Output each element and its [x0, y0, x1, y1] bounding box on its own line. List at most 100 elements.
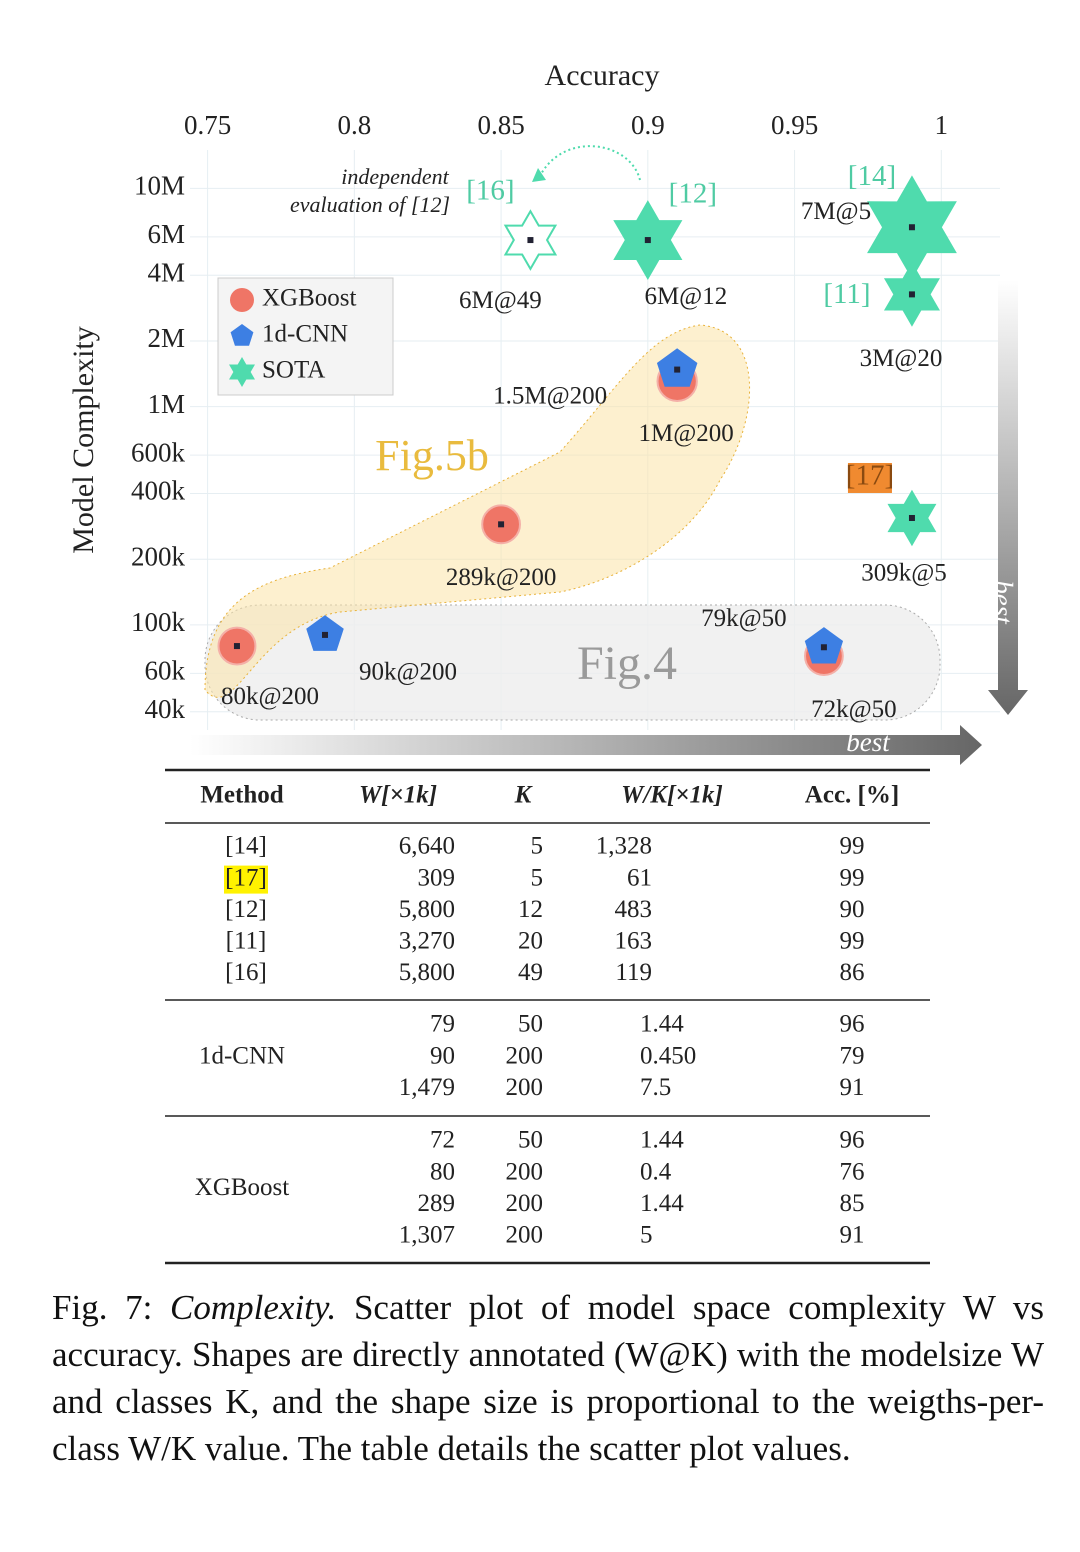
table-method: XGBoost — [195, 1174, 290, 1201]
annotation: best — [988, 580, 1018, 625]
caption-title: Complexity. — [170, 1288, 337, 1327]
fig5b-region — [204, 324, 750, 698]
table-cell: 72 — [430, 1127, 455, 1154]
point-label: 72k@50 — [811, 696, 897, 723]
point-label: 6M@49 — [459, 287, 542, 314]
annotation: independent — [341, 164, 449, 189]
x-tick-label: 1 — [935, 110, 949, 140]
table-cell: 200 — [506, 1222, 544, 1249]
table-header: W/K[×1k] — [621, 782, 723, 809]
table-cell: 0.4 — [640, 1158, 672, 1185]
table-header: Acc. [%] — [805, 782, 899, 809]
y-tick-label: 100k — [131, 607, 186, 637]
legend-label: XGBoost — [262, 285, 357, 312]
figure: Accuracy Model Complexity 0.75 0.8 0.85 0.9 0.… — [67, 59, 1028, 1265]
point-center — [820, 644, 827, 651]
ref-label: [16] — [466, 175, 514, 207]
ref-label: [14] — [848, 160, 896, 192]
table-cell: 1.44 — [640, 1190, 684, 1217]
best-arrow-v — [988, 280, 1028, 715]
annotation: evaluation of [12] — [290, 192, 450, 217]
x-tick-label: 0.95 — [771, 110, 818, 140]
table-method: [12] — [225, 896, 267, 923]
legend-marker — [229, 357, 255, 387]
table-cell: 20 — [518, 928, 543, 955]
legend-marker — [230, 288, 254, 312]
table-cell: 3,270 — [399, 928, 455, 955]
x-tick-label: 0.85 — [477, 110, 524, 140]
table-cell: 91 — [840, 1074, 865, 1101]
table-cell: 1,479 — [399, 1074, 455, 1101]
table-cell: 1.44 — [640, 1127, 684, 1154]
table-cell: 5,800 — [399, 959, 455, 986]
x-tick-label: 0.9 — [631, 110, 665, 140]
table-cell: 12 — [518, 896, 543, 923]
y-tick-label: 200k — [131, 541, 186, 571]
point-center — [908, 291, 915, 298]
table-cell: 99 — [840, 833, 865, 860]
table-cell: 1,307 — [399, 1222, 455, 1249]
table-cell: 50 — [518, 1011, 543, 1038]
ref-label: [12] — [669, 178, 717, 210]
y-tick-label: 4M — [147, 257, 185, 287]
point-label: 90k@200 — [359, 659, 457, 686]
table-cell: 5 — [531, 833, 544, 860]
table-method: [14] — [225, 833, 267, 860]
table-cell: 1,328 — [596, 833, 652, 860]
table-cell: 5 — [640, 1222, 653, 1249]
legend-marker — [230, 324, 254, 346]
point-label: 289k@200 — [446, 564, 557, 591]
point-center — [322, 631, 328, 638]
point-label: 80k@200 — [221, 683, 319, 710]
y-tick-label: 40k — [145, 694, 186, 724]
point-center — [527, 237, 534, 244]
caption-text: Scatter plot of model space complexity W… — [52, 1288, 1045, 1468]
table-cell: 200 — [506, 1190, 544, 1217]
table-cell: 7.5 — [640, 1074, 671, 1101]
table-cell: 5,800 — [399, 896, 455, 923]
y-tick-label: 60k — [145, 656, 186, 686]
y-tick-label: 400k — [131, 476, 186, 506]
y-tick-label: 6M — [147, 219, 185, 249]
ref-highlight — [847, 462, 892, 493]
annotation: best — [846, 727, 891, 757]
table-cell: 5 — [531, 864, 544, 891]
caption-label: Fig. 7: — [52, 1288, 153, 1327]
y-tick-label: 600k — [131, 437, 186, 467]
table-cell: 76 — [840, 1158, 865, 1185]
ref-label: [17] — [846, 460, 894, 492]
point-label: 3M@20 — [860, 345, 943, 372]
table-method: 1d-CNN — [199, 1042, 285, 1069]
table-method: [16] — [225, 959, 267, 986]
table-cell: 200 — [506, 1074, 544, 1101]
y-tick-label: 10M — [134, 171, 185, 201]
table-cell: 99 — [840, 928, 865, 955]
table-cell: 1.44 — [640, 1011, 684, 1038]
fig4-region — [204, 604, 941, 721]
table-method: [11] — [226, 928, 267, 955]
table-header: Method — [200, 782, 283, 809]
x-tick-label: 0.75 — [184, 110, 231, 140]
point-label: 6M@12 — [644, 283, 727, 310]
table-cell: 86 — [840, 959, 865, 986]
point-label: 1M@200 — [639, 420, 734, 447]
table-cell: 79 — [840, 1042, 865, 1069]
table-cell: 99 — [840, 864, 865, 891]
y-tick-label: 1M — [147, 389, 185, 419]
table-cell: 50 — [518, 1127, 543, 1154]
table-cell: 289 — [418, 1190, 456, 1217]
table-cell: 90 — [840, 896, 865, 923]
table-header: W[×1k] — [359, 782, 437, 809]
table-cell: 163 — [615, 928, 653, 955]
legend-label: 1d-CNN — [262, 321, 348, 348]
caption: Fig. 7: Complexity. Scatter plot of mode… — [52, 1284, 1044, 1472]
annotation: Fig.4 — [577, 637, 677, 690]
table-cell: 61 — [627, 864, 652, 891]
table-cell: 0.450 — [640, 1042, 696, 1069]
point-label: 1.5M@200 — [493, 382, 607, 409]
eval-arrow — [537, 145, 641, 181]
table-cell: 96 — [840, 1127, 865, 1154]
eval-arrowhead — [532, 168, 546, 182]
table-cell: 80 — [430, 1158, 455, 1185]
